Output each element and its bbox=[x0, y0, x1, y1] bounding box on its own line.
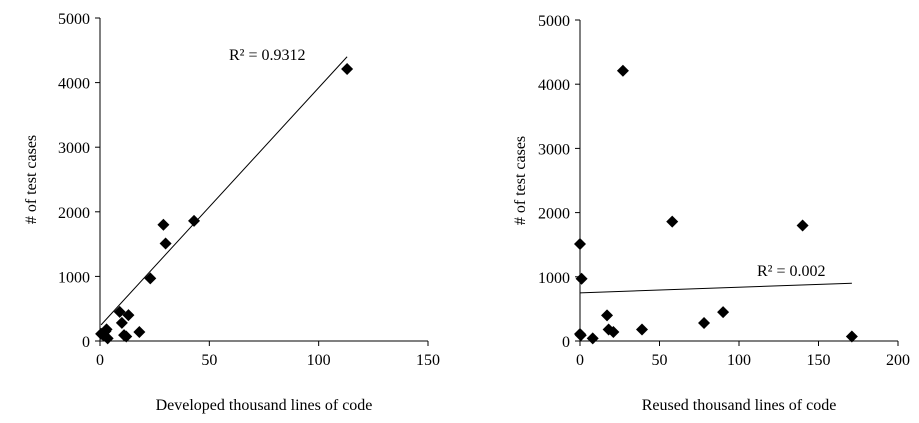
right-x-tick-label: 200 bbox=[886, 352, 910, 369]
left-y-tick-label: 0 bbox=[82, 334, 90, 351]
left-x-tick-label: 150 bbox=[416, 352, 440, 369]
left-data-point bbox=[101, 332, 114, 345]
left-x-tick-label: 50 bbox=[201, 352, 217, 369]
right-y-tick-label: 5000 bbox=[538, 13, 570, 30]
left-data-point bbox=[120, 330, 133, 343]
left-r2-annotation: R² = 0.9312 bbox=[229, 47, 306, 64]
right-data-point bbox=[575, 272, 588, 285]
left-data-point bbox=[341, 63, 354, 76]
left-data-point bbox=[144, 272, 157, 285]
right-data-point bbox=[698, 317, 711, 330]
left-y-tick-label: 3000 bbox=[58, 140, 90, 157]
left-trendline bbox=[100, 56, 348, 326]
right-data-point bbox=[586, 332, 599, 345]
right-y-tick-label: 2000 bbox=[538, 206, 570, 223]
right-data-point bbox=[717, 306, 730, 319]
right-r2-annotation: R² = 0.002 bbox=[757, 263, 826, 280]
left-data-point bbox=[100, 323, 113, 336]
right-data-point bbox=[574, 329, 587, 342]
left-y-tick-label: 1000 bbox=[58, 269, 90, 286]
left-data-point bbox=[159, 237, 172, 250]
left-data-point bbox=[122, 309, 135, 322]
left-data-point bbox=[115, 316, 128, 329]
right-data-point bbox=[796, 219, 809, 232]
right-y-tick-label: 4000 bbox=[538, 77, 570, 94]
right-data-point bbox=[636, 323, 649, 336]
left-y-tick-label: 4000 bbox=[58, 76, 90, 93]
left-data-point bbox=[157, 218, 170, 231]
right-data-point bbox=[616, 64, 629, 77]
right-x-tick-label: 50 bbox=[652, 352, 668, 369]
left-chart: 0 1000 2000 3000 4000 5000 0 50 100 150 Developed … bbox=[23, 11, 440, 414]
right-x-axis-title: Reused thousand lines of code bbox=[642, 397, 837, 414]
left-y-axis-title: # of test cases bbox=[23, 135, 40, 224]
right-data-point bbox=[607, 326, 620, 339]
right-x-tick-label: 150 bbox=[807, 352, 831, 369]
right-y-axis-title: # of test cases bbox=[512, 136, 529, 225]
right-y-tick-label: 1000 bbox=[538, 270, 570, 287]
left-data-point bbox=[133, 325, 146, 338]
right-data-point bbox=[666, 215, 679, 228]
left-x-tick-label: 0 bbox=[96, 352, 104, 369]
right-data-point bbox=[574, 238, 586, 251]
right-y-tick-label: 3000 bbox=[538, 141, 570, 158]
right-data-point bbox=[601, 309, 614, 322]
right-data-point bbox=[845, 330, 858, 343]
right-trendline bbox=[579, 282, 852, 294]
right-chart: 0 1000 2000 3000 4000 5000 0 50 100 150 200 Reused … bbox=[512, 13, 910, 414]
right-x-tick-label: 100 bbox=[727, 352, 751, 369]
left-x-tick-label: 100 bbox=[307, 352, 331, 369]
right-y-tick-label: 0 bbox=[562, 334, 570, 351]
left-x-axis-title: Developed thousand lines of code bbox=[156, 397, 373, 414]
left-y-tick-label: 2000 bbox=[58, 205, 90, 222]
right-x-tick-label: 0 bbox=[576, 352, 584, 369]
left-y-tick-label: 5000 bbox=[58, 11, 90, 28]
left-data-point bbox=[188, 214, 201, 227]
